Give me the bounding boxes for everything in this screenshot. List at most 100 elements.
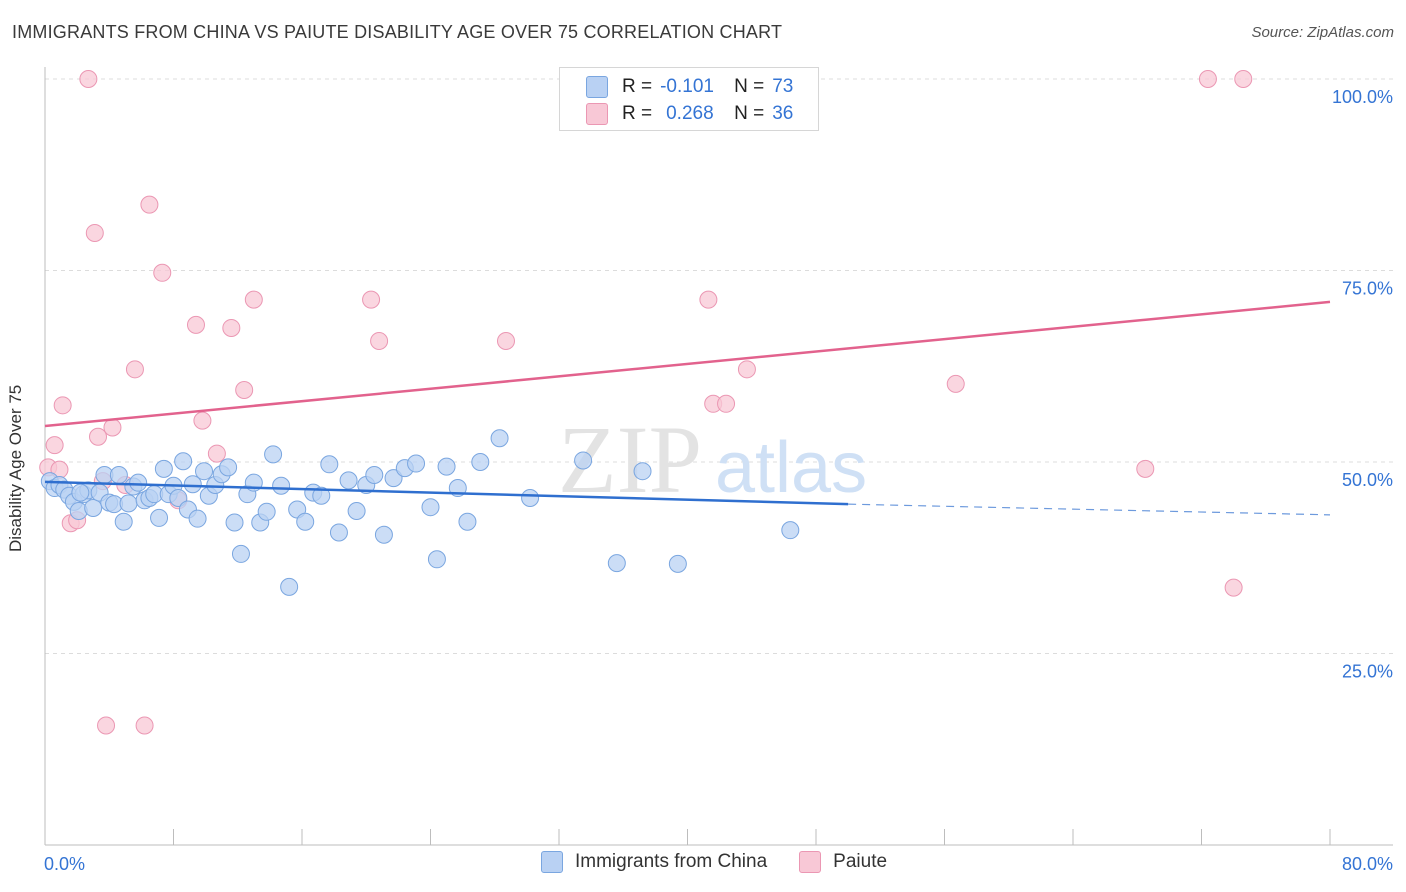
china-point-22	[150, 508, 169, 527]
china-point-56	[384, 469, 403, 488]
legend-china-r-value: -0.101	[660, 76, 714, 97]
legend-paiute-n-value: 36	[772, 103, 794, 124]
paiute-point-21	[222, 318, 241, 337]
paiute-point-31	[946, 374, 965, 393]
paiute-point-16	[153, 263, 172, 282]
china-point-44	[280, 577, 299, 596]
china-point-18	[129, 473, 148, 492]
paiute-legend-swatch	[799, 851, 822, 873]
paiute-point-13	[125, 360, 144, 379]
legend-item-paiute[interactable]: Paiute	[799, 851, 887, 873]
china-point-30	[188, 509, 207, 528]
china-points	[40, 429, 800, 596]
paiute-point-15	[140, 195, 159, 214]
paiute-point-25	[370, 331, 389, 350]
paiute-point-24	[362, 290, 381, 309]
paiute-point-20	[207, 444, 226, 463]
china-point-66	[521, 489, 540, 508]
legend-item-china[interactable]: Immigrants from China	[541, 851, 767, 873]
china-point-14	[109, 466, 128, 485]
y-tick-label-2: 50.0%	[1342, 470, 1393, 490]
trend-lines	[44, 300, 1331, 516]
paiute-point-29	[717, 394, 736, 413]
china-point-70	[668, 554, 687, 573]
paiute-points	[39, 70, 1253, 735]
china-point-48	[312, 486, 331, 505]
china-point-63	[458, 512, 477, 531]
stats-legend: R = -0.101 N = 73 R = 0.268 N = 36	[559, 67, 819, 131]
grid-lines	[45, 78, 1393, 654]
china-point-27	[174, 452, 193, 471]
china-point-61	[437, 457, 456, 476]
china-point-16	[119, 494, 138, 513]
china-point-41	[257, 502, 276, 521]
china-point-64	[471, 453, 490, 471]
paiute-point-18	[186, 315, 205, 334]
legend-paiute-r-value: 0.268	[666, 103, 714, 124]
y-tick-label-0: 100.0%	[1332, 87, 1393, 107]
watermark: ZIP atlas	[558, 406, 867, 513]
paiute-point-19	[193, 411, 212, 430]
china-point-26	[169, 489, 188, 508]
legend-china-r-label: R =	[622, 76, 653, 97]
watermark-atlas: atlas	[715, 428, 867, 508]
china-point-71	[781, 521, 800, 540]
paiute-swatch	[586, 103, 608, 125]
paiute-point-35	[1224, 578, 1243, 597]
y-tick-label-3: 25.0%	[1342, 662, 1393, 682]
legend-paiute-n-label: N =	[734, 103, 765, 124]
paiute-point-34	[1234, 70, 1253, 88]
y-axis-label: Disability Age Over 75	[6, 384, 25, 552]
x-tick-label-1: 80.0%	[1342, 854, 1393, 874]
axes	[44, 67, 1393, 846]
paiute-point-8	[89, 427, 108, 446]
china-point-55	[374, 525, 393, 544]
legend-china-label: Immigrants from China	[575, 851, 768, 872]
china-point-52	[347, 502, 366, 521]
legend-china-n-label: N =	[734, 76, 765, 97]
paiute-point-22	[235, 380, 254, 399]
legend-row-china: R = -0.101 N = 73	[586, 74, 793, 100]
china-point-65	[490, 429, 509, 448]
china-point-72	[71, 483, 90, 502]
china-point-37	[231, 544, 250, 563]
series-legend: Immigrants from China Paiute	[541, 851, 919, 873]
china-point-29	[183, 475, 202, 494]
paiute-point-33	[1198, 70, 1217, 88]
china-point-68	[607, 554, 626, 573]
china-point-9	[84, 498, 103, 517]
legend-row-paiute: R = 0.268 N = 36	[586, 101, 793, 127]
paiute-point-14	[135, 716, 154, 735]
paiute-point-30	[737, 360, 756, 379]
china-point-67	[574, 451, 593, 470]
china-point-69	[633, 462, 652, 481]
china-point-31	[195, 462, 214, 481]
china-point-42	[264, 445, 283, 464]
paiute-trend-line	[44, 300, 1331, 428]
paiute-point-26	[496, 331, 515, 350]
paiute-point-23	[244, 290, 263, 309]
source-label: Source: ZipAtlas.com	[1251, 24, 1394, 41]
china-point-58	[407, 454, 426, 473]
paiute-point-6	[79, 70, 98, 88]
china-trend-line	[44, 480, 849, 506]
china-legend-swatch	[541, 851, 563, 873]
china-point-35	[219, 458, 238, 477]
china-trend-extension	[848, 503, 1331, 516]
paiute-point-10	[97, 716, 116, 735]
legend-paiute-r-label: R =	[622, 103, 653, 124]
paiute-point-7	[85, 223, 104, 242]
china-point-15	[114, 512, 133, 531]
china-point-51	[339, 471, 358, 490]
x-tick-label-0: 0.0%	[44, 854, 85, 874]
paiute-point-11	[103, 418, 122, 437]
tick-labels: 100.0% 75.0% 50.0% 25.0% 0.0% 80.0%	[44, 87, 1393, 874]
china-point-59	[421, 498, 440, 517]
y-tick-label-1: 75.0%	[1342, 279, 1393, 299]
paiute-point-32	[1136, 459, 1155, 478]
chart-title: IMMIGRANTS FROM CHINA VS PAIUTE DISABILI…	[12, 22, 783, 42]
legend-china-n-value: 73	[772, 76, 794, 97]
legend-paiute-label: Paiute	[833, 851, 888, 872]
china-point-23	[154, 459, 173, 478]
